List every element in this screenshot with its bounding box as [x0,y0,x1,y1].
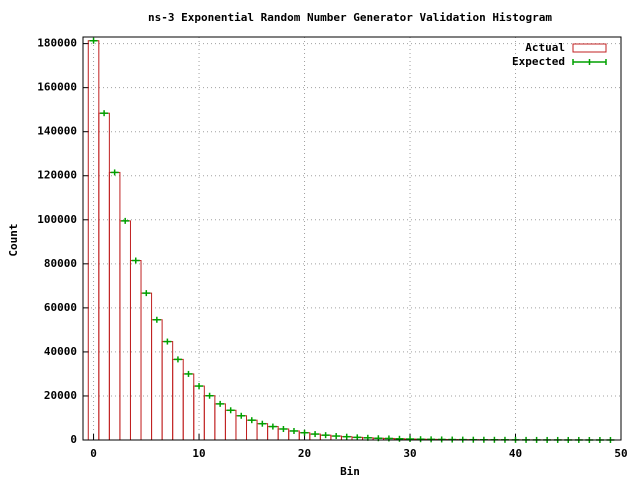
expected-point [321,432,330,439]
legend-label: Expected [512,55,565,68]
expected-point [300,429,309,436]
y-tick-label: 140000 [37,125,77,138]
expected-point [384,435,393,442]
chart-title: ns-3 Exponential Random Number Generator… [148,11,552,24]
expected-point [142,290,151,297]
bar [129,260,142,441]
x-tick-label: 10 [192,447,205,460]
expected-point [131,257,140,264]
expected-point [406,436,415,443]
y-tick-label: 80000 [44,257,77,270]
x-tick-label: 50 [614,447,627,460]
bar [98,112,110,441]
expected-point [205,392,214,399]
legend-label: Actual [525,41,565,54]
expected-point [152,316,161,323]
expected-point [110,169,119,176]
expected-point [195,383,204,390]
expected-point [311,431,320,438]
bar [151,319,163,441]
expected-point [427,436,436,443]
bar [235,415,248,441]
expected-point [121,217,130,224]
expected-point [353,434,362,441]
expected-point [342,433,351,440]
expected-point [184,370,193,377]
y-tick-label: 160000 [37,81,77,94]
expected-point [268,423,277,430]
x-tick-label: 0 [90,447,97,460]
legend-swatch [572,43,607,53]
bar [172,358,184,441]
expected-point [173,356,182,363]
y-tick-label: 0 [70,433,77,446]
expected-point [332,433,341,440]
bar [119,220,131,441]
x-tick-label: 40 [509,447,522,460]
expected-point [437,436,446,443]
y-axis-label: Count [7,223,20,256]
x-tick-label: 20 [298,447,311,460]
expected-point [247,417,256,424]
expected-point [279,425,288,432]
expected-point [163,338,172,345]
y-tick-label: 60000 [44,301,77,314]
y-tick-label: 20000 [44,389,77,402]
expected-point [100,110,109,117]
expected-point [395,435,404,442]
y-tick-label: 40000 [44,345,77,358]
bar [161,341,174,441]
expected-point [258,420,267,427]
expected-point [237,412,246,419]
bar [214,403,226,441]
y-tick-label: 180000 [37,37,77,50]
bar [87,40,100,441]
expected-point [416,436,425,443]
bar [140,292,153,441]
plot-border [82,36,622,441]
bar [108,171,121,441]
x-axis-label: Bin [340,465,360,478]
x-tick-label: 30 [403,447,416,460]
y-tick-label: 100000 [37,213,77,226]
expected-point [289,427,298,434]
expected-point [226,407,235,414]
bar [182,373,195,441]
y-tick-label: 120000 [37,169,77,182]
expected-point [89,37,98,44]
bar [224,409,237,441]
bar [203,395,216,441]
expected-point [216,400,225,407]
